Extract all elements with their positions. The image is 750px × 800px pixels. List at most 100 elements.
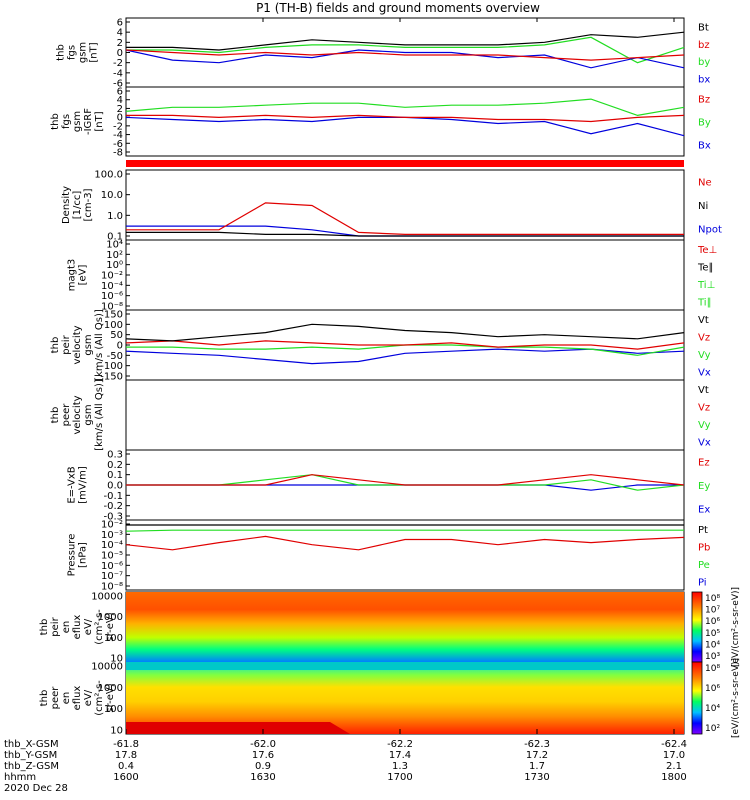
legend-Ti∥: Ti∥ bbox=[697, 297, 712, 308]
ylabel-line: thb bbox=[50, 407, 61, 424]
ytick-label: 10⁻⁶ bbox=[101, 561, 123, 572]
ytick-label: 10.0 bbox=[101, 190, 123, 201]
xaxis-value: 1.3 bbox=[392, 761, 408, 772]
ylabel-line: peer bbox=[50, 686, 61, 710]
ytick-label: 100 bbox=[104, 633, 123, 644]
ylabel-line: thb bbox=[56, 44, 67, 61]
xaxis-value: 2.1 bbox=[666, 761, 682, 772]
colorbar-tick: 10⁷ bbox=[705, 606, 720, 616]
series-pb bbox=[125, 535, 685, 551]
ytick-label: 10000 bbox=[91, 592, 123, 603]
legend-Vt: Vt bbox=[698, 315, 709, 326]
legend-Npot: Npot bbox=[698, 224, 722, 235]
ytick-label: 10⁻⁸ bbox=[101, 302, 123, 313]
colorbar-tick: 10⁶ bbox=[705, 617, 720, 627]
date-label: 2020 Dec 28 bbox=[4, 783, 68, 794]
colorbar-label: [eV/(cm²-s-sr-eV)] bbox=[731, 587, 741, 667]
series-vx bbox=[125, 348, 685, 365]
ylabel-line: fgs bbox=[61, 114, 72, 129]
ytick-label: -8 bbox=[113, 148, 123, 159]
series-fgshp-by bbox=[125, 98, 685, 117]
xaxis-value: -62.4 bbox=[661, 739, 687, 750]
ytick-label: 10⁻⁶ bbox=[101, 291, 123, 302]
xaxis-value: -62.0 bbox=[250, 739, 276, 750]
ylabel-line: [cm-3] bbox=[83, 188, 94, 221]
xaxis-value: 17.8 bbox=[115, 750, 137, 761]
series-fgs-bx bbox=[125, 49, 685, 69]
peir-spectrogram bbox=[126, 592, 684, 662]
ylabel-line: Density bbox=[61, 186, 72, 224]
peer-spectrogram-band bbox=[126, 662, 684, 670]
ytick-label: -100 bbox=[100, 361, 123, 372]
ytick-label: 0.3 bbox=[107, 450, 123, 461]
ytick-label: 100 bbox=[104, 320, 123, 331]
ytick-label: 10⁻⁷ bbox=[101, 571, 123, 582]
legend-Pi: Pi bbox=[698, 577, 707, 588]
peer-low-energy-patch bbox=[126, 722, 350, 734]
ylabel-line: (cm²-s- bbox=[94, 680, 105, 716]
ytick-label: -2 bbox=[113, 58, 123, 69]
ylabel-line: gsm bbox=[78, 42, 89, 63]
xaxis-value: 1630 bbox=[250, 772, 275, 783]
ylabel-line: [km/s (All Qs)] bbox=[94, 309, 105, 381]
ytick-label: 2 bbox=[117, 38, 123, 49]
ytick-label: 10⁴ bbox=[106, 240, 123, 251]
legend-Vt: Vt bbox=[698, 385, 709, 396]
xaxis-value: 0.9 bbox=[255, 761, 271, 772]
ylabel-line: thb bbox=[39, 690, 50, 707]
ytick-label: 10⁰ bbox=[106, 260, 123, 271]
legend-Ni: Ni bbox=[698, 201, 708, 212]
ylabel-line: en bbox=[61, 621, 72, 634]
legend-Pb: Pb bbox=[698, 542, 710, 553]
legend-By: By bbox=[698, 118, 711, 129]
legend-by: by bbox=[698, 57, 710, 68]
ytick-label: -2 bbox=[113, 121, 123, 132]
xaxis-row-label: thb_Y-GSM bbox=[4, 750, 57, 761]
series-vz bbox=[125, 340, 685, 350]
ylabel-line: gsm bbox=[83, 404, 94, 425]
xaxis-value: 17.0 bbox=[663, 750, 685, 761]
legend-Ey: Ey bbox=[698, 481, 710, 492]
legend-Ti⊥: Ti⊥ bbox=[697, 280, 715, 291]
ylabel-line: thb bbox=[50, 113, 61, 130]
ylabel-line: gsm bbox=[72, 111, 83, 132]
ytick-label: 150 bbox=[104, 310, 123, 321]
ytick-label: 4 bbox=[117, 95, 123, 106]
ylabel-line: Pressure bbox=[67, 534, 78, 577]
legend-Te∥: Te∥ bbox=[697, 262, 714, 273]
colorbar-tick: 10⁴ bbox=[705, 640, 720, 650]
colorbar-label: [eV/(cm²-s-sr-eV)] bbox=[731, 658, 741, 738]
series-ey bbox=[126, 474, 685, 491]
ytick-label: 100.0 bbox=[94, 170, 123, 181]
legend-bz: bz bbox=[698, 40, 710, 51]
ytick-label: 10⁻² bbox=[101, 520, 123, 531]
ytick-label: 6 bbox=[117, 87, 123, 98]
ylabel-line: [1/cc] bbox=[72, 191, 83, 220]
xaxis-value: 1600 bbox=[113, 772, 138, 783]
series-pe bbox=[125, 529, 684, 532]
ytick-label: 6 bbox=[117, 18, 123, 29]
ylabel-line: en bbox=[61, 692, 72, 705]
ytick-label: 10⁻⁸ bbox=[101, 582, 123, 593]
ylabel-line: sr-eV) bbox=[105, 683, 116, 712]
xaxis-value: 1.7 bbox=[529, 761, 545, 772]
xaxis-value: -62.2 bbox=[387, 739, 413, 750]
ylabel-line: E=-VxB bbox=[67, 466, 78, 503]
panel-frame-fgs_hp bbox=[125, 86, 685, 157]
legend-Pt: Pt bbox=[698, 525, 708, 536]
ylabel-line: gsm bbox=[83, 334, 94, 355]
xaxis-value: 17.2 bbox=[526, 750, 548, 761]
ytick-label: 50 bbox=[110, 330, 123, 341]
xaxis-row-label: hhmm bbox=[4, 772, 36, 783]
ytick-label: -6 bbox=[113, 139, 123, 150]
ylabel-line: [mV/m] bbox=[78, 466, 89, 504]
ylabel-line: eV/ bbox=[83, 618, 94, 635]
colorbar-tick: 10⁸ bbox=[705, 594, 720, 604]
ytick-label: 10000 bbox=[91, 662, 123, 673]
ytick-label: 10⁻³ bbox=[101, 530, 123, 541]
ytick-label: 0.1 bbox=[107, 232, 123, 243]
ytick-label: 1000 bbox=[98, 683, 123, 694]
legend-Vx: Vx bbox=[698, 437, 711, 448]
ytick-label: 0.1 bbox=[107, 470, 123, 481]
ytick-label: 0.2 bbox=[107, 460, 123, 471]
